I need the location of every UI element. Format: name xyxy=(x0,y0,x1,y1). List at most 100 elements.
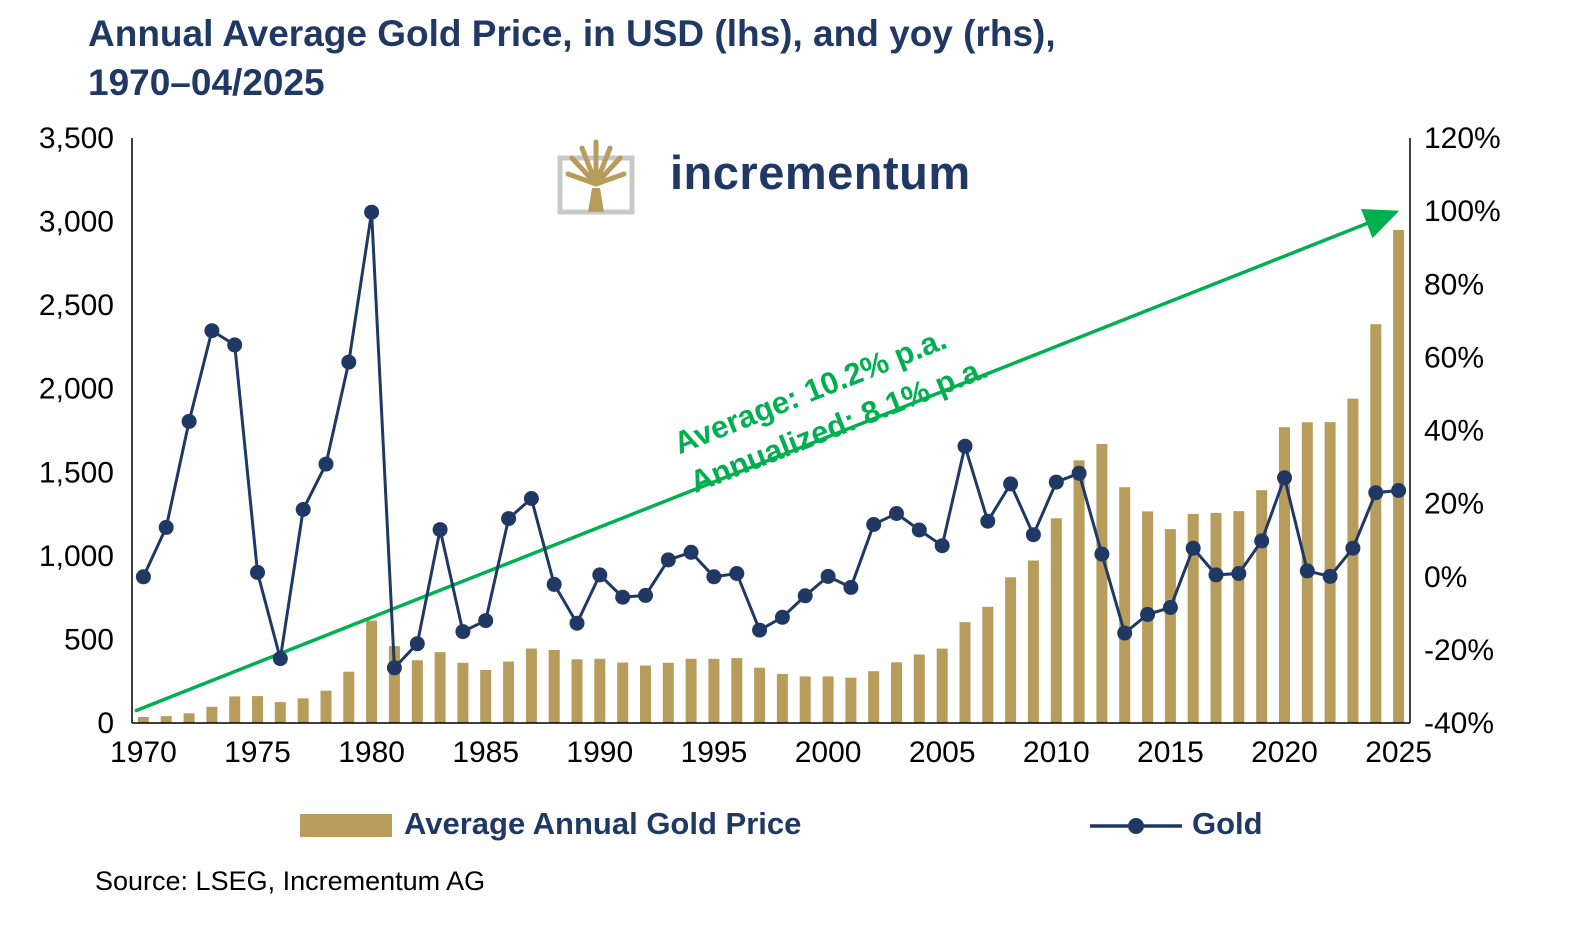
trend-annotation: Average: 10.2% p.a.Annualized: 8.1% p.a. xyxy=(669,321,992,500)
yoy-dot-1997 xyxy=(752,622,768,638)
page-title: Annual Average Gold Price, in USD (lhs),… xyxy=(88,10,1056,108)
yoy-dot-2022 xyxy=(1322,568,1338,584)
yoy-dot-2008 xyxy=(1003,476,1019,492)
yoy-dot-1970 xyxy=(135,569,151,585)
x-axis-tick-1980: 1980 xyxy=(338,736,405,769)
right-axis-tick-8: 120% xyxy=(1424,122,1501,155)
yoy-dot-1998 xyxy=(774,609,790,625)
yoy-dot-2020 xyxy=(1277,470,1292,486)
bar-1971 xyxy=(160,716,172,723)
yoy-dot-1973 xyxy=(204,323,220,339)
yoy-dot-2002 xyxy=(866,517,882,532)
bar-2001 xyxy=(845,677,857,723)
bar-legend-label: Average Annual Gold Price xyxy=(404,806,802,841)
bar-1995 xyxy=(708,658,720,723)
yoy-dot-1993 xyxy=(660,552,676,568)
bar-2017 xyxy=(1210,512,1222,723)
left-axis-tick-2: 1,000 xyxy=(39,540,114,573)
yoy-dot-2016 xyxy=(1185,540,1201,556)
gold-price-chart: 0 500 1,000 1,500 2,000 2,500 3,000 3,500 -40% -2… xyxy=(39,122,1501,769)
yoy-dot-2009 xyxy=(1025,527,1041,543)
bar-2006 xyxy=(959,622,971,723)
gold-yoy-line xyxy=(142,211,1399,672)
gold-yoy-dots xyxy=(135,204,1407,676)
yoy-dot-1987 xyxy=(523,491,539,506)
yoy-dot-2003 xyxy=(889,506,904,521)
x-axis-tick-2000: 2000 xyxy=(795,736,862,769)
incrementum-logo: incrementum xyxy=(550,126,971,218)
title-line2: 1970–04/2025 xyxy=(88,61,325,103)
yoy-dot-2007 xyxy=(980,513,996,529)
bar-2007 xyxy=(982,606,994,723)
yoy-dot-1986 xyxy=(501,511,517,527)
yoy-dot-1989 xyxy=(569,615,585,631)
bar-2011 xyxy=(1073,460,1085,723)
yoy-dot-2014 xyxy=(1140,606,1156,622)
bar-1974 xyxy=(229,696,241,723)
yoy-dot-1974 xyxy=(227,337,243,353)
yoy-dot-2024 xyxy=(1368,485,1384,501)
right-axis-tick-5: 60% xyxy=(1424,341,1484,374)
yoy-dot-1985 xyxy=(478,613,494,629)
yoy-dot-2005 xyxy=(934,538,950,554)
bar-1977 xyxy=(297,698,309,723)
right-axis-tick-6: 80% xyxy=(1424,268,1484,301)
bar-2004 xyxy=(913,654,925,723)
yoy-dot-2011 xyxy=(1071,465,1087,481)
yoy-dot-2010 xyxy=(1048,474,1064,490)
bar-2000 xyxy=(822,676,834,723)
bar-1985 xyxy=(480,670,492,723)
yoy-dot-1995 xyxy=(706,569,722,585)
bar-1970 xyxy=(137,717,149,723)
bar-1979 xyxy=(343,671,355,723)
x-axis-tick-2025: 2025 xyxy=(1365,736,1432,769)
bar-1993 xyxy=(662,662,674,723)
yoy-dot-1971 xyxy=(158,519,174,535)
x-axis-tick-2015: 2015 xyxy=(1137,736,1204,769)
yoy-dot-2018 xyxy=(1231,566,1247,581)
bar-2003 xyxy=(891,662,902,723)
logo-wordmark: incrementum xyxy=(670,145,971,199)
bar-1972 xyxy=(183,713,195,723)
yoy-dot-2017 xyxy=(1208,567,1224,583)
bar-2009 xyxy=(1027,560,1039,723)
bar-1982 xyxy=(411,660,423,723)
x-axis-tick-1970: 1970 xyxy=(110,736,177,769)
bar-2019 xyxy=(1256,490,1268,723)
yoy-dot-2013 xyxy=(1117,625,1133,641)
x-axis-tick-1990: 1990 xyxy=(566,736,633,769)
yoy-dot-2025 xyxy=(1391,483,1407,498)
bar-1997 xyxy=(754,667,766,723)
yoy-dot-2023 xyxy=(1345,540,1361,556)
bar-2025 xyxy=(1393,229,1405,723)
bar-2005 xyxy=(936,648,948,723)
right-axis-tick-7: 100% xyxy=(1424,195,1501,228)
bar-1973 xyxy=(206,706,218,723)
bar-2015 xyxy=(1164,529,1176,723)
x-axis-tick-2020: 2020 xyxy=(1251,736,1318,769)
bar-2024 xyxy=(1370,324,1382,723)
yoy-dot-1972 xyxy=(181,413,197,429)
yoy-dot-1976 xyxy=(272,651,288,667)
yoy-dot-1983 xyxy=(432,522,448,538)
bar-1996 xyxy=(731,658,743,723)
left-axis-tick-5: 2,500 xyxy=(39,289,114,322)
bar-1984 xyxy=(457,662,469,723)
bar-1991 xyxy=(617,662,629,723)
x-axis-tick-2010: 2010 xyxy=(1023,736,1090,769)
bar-2023 xyxy=(1347,398,1359,723)
yoy-dot-1990 xyxy=(592,567,608,583)
yoy-dot-1999 xyxy=(797,588,813,604)
bar-1988 xyxy=(548,650,560,723)
bar-1987 xyxy=(525,648,537,723)
bar-2018 xyxy=(1233,511,1245,723)
yoy-dot-2006 xyxy=(957,438,973,454)
yoy-dot-1978 xyxy=(318,456,334,472)
bar-1983 xyxy=(434,652,446,723)
bar-2002 xyxy=(868,671,880,723)
bar-legend-swatch xyxy=(300,814,392,837)
trend-arrow xyxy=(134,208,1400,713)
yoy-dot-2019 xyxy=(1254,533,1270,549)
right-axis-tick-2: 0% xyxy=(1424,561,1467,594)
